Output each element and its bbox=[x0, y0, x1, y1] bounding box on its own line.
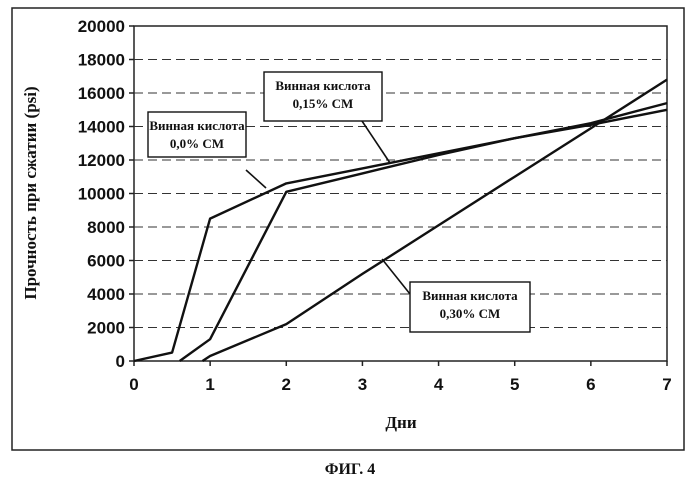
callout-leader-2 bbox=[382, 259, 410, 294]
callout-label-0-line-1: 0,0% СМ bbox=[170, 136, 224, 151]
x-tick-label: 7 bbox=[662, 375, 671, 394]
y-tick-label: 12000 bbox=[78, 151, 125, 170]
callout-label-2-line-0: Винная кислота bbox=[422, 288, 518, 303]
figure-caption: ФИГ. 4 bbox=[325, 461, 376, 478]
y-tick-label: 4000 bbox=[87, 285, 125, 304]
x-axis-title: Дни bbox=[385, 413, 416, 432]
x-tick-label: 4 bbox=[434, 375, 444, 394]
x-tick-label: 2 bbox=[282, 375, 291, 394]
y-tick-label: 10000 bbox=[78, 185, 125, 204]
callout-leader-1 bbox=[362, 121, 390, 163]
y-tick-label: 14000 bbox=[78, 118, 125, 137]
y-tick-label: 2000 bbox=[87, 319, 125, 338]
callout-label-2-line-1: 0,30% СМ bbox=[440, 306, 501, 321]
series-callouts: Винная кислота 0,0% СМ Винная кислота 0,15%… bbox=[148, 72, 530, 332]
callout-leader-0 bbox=[246, 170, 266, 188]
y-tick-label: 8000 bbox=[87, 218, 125, 237]
y-tick-label: 0 bbox=[116, 352, 125, 371]
callout-label-0-line-0: Винная кислота bbox=[149, 118, 245, 133]
callout-label-1-line-0: Винная кислота bbox=[275, 78, 371, 93]
y-tick-label: 20000 bbox=[78, 17, 125, 36]
y-tick-label: 6000 bbox=[87, 252, 125, 271]
y-tick-label: 16000 bbox=[78, 84, 125, 103]
x-tick-label: 3 bbox=[358, 375, 367, 394]
y-tick-label: 18000 bbox=[78, 51, 125, 70]
x-tick-label: 6 bbox=[586, 375, 595, 394]
x-tick-label: 0 bbox=[129, 375, 138, 394]
y-axis-title: Прочность при сжатии (psi) bbox=[21, 86, 40, 299]
x-tick-label: 1 bbox=[205, 375, 214, 394]
x-tick-label: 5 bbox=[510, 375, 519, 394]
callout-label-1-line-1: 0,15% СМ bbox=[293, 96, 354, 111]
grid-lines bbox=[134, 60, 667, 328]
